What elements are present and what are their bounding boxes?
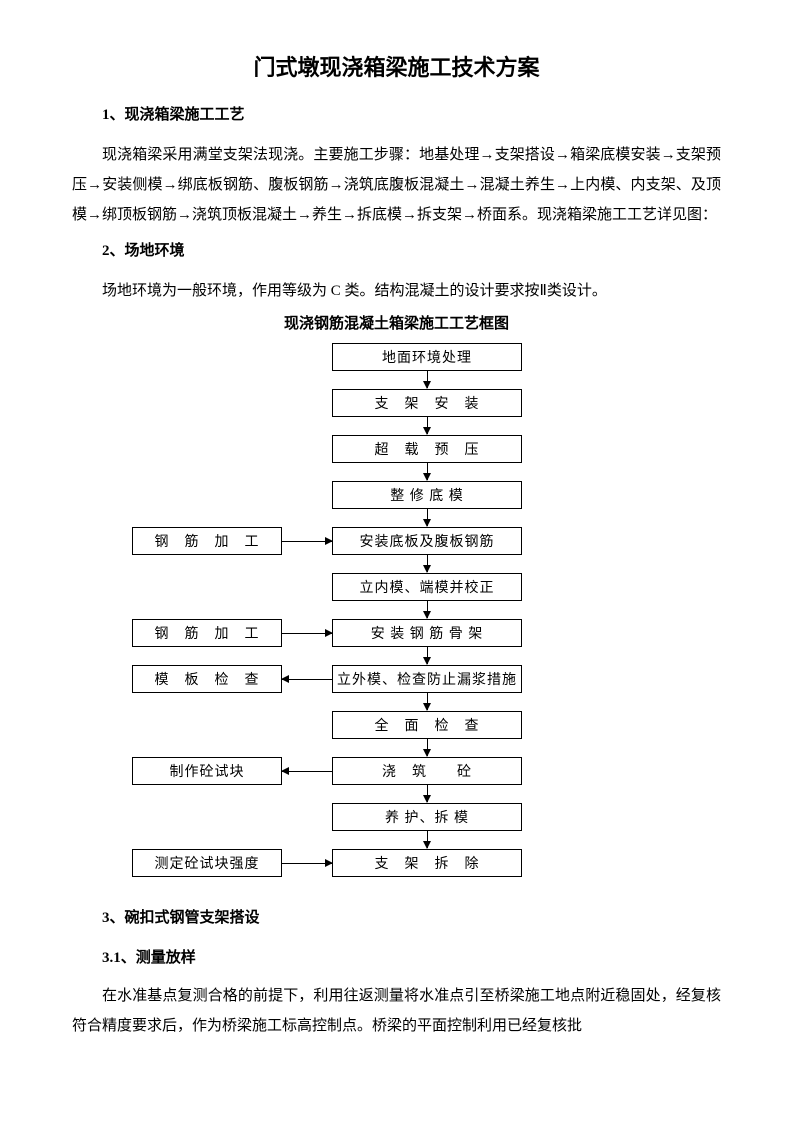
section-2-para: 场地环境为一般环境，作用等级为 C 类。结构混凝土的设计要求按Ⅱ类设计。 [72, 276, 721, 306]
flow-arrow-down [427, 693, 428, 710]
flow-main-box: 超 载 预 压 [332, 435, 522, 463]
flow-side-box: 钢 筋 加 工 [132, 527, 282, 555]
flow-main-box: 支 架 安 装 [332, 389, 522, 417]
flow-main-box: 立内模、端模并校正 [332, 573, 522, 601]
flow-side-box: 制作砼试块 [132, 757, 282, 785]
flow-main-box: 养 护、拆 模 [332, 803, 522, 831]
flowchart: 地面环境处理支 架 安 装超 载 预 压整 修 底 模安装底板及腹板钢筋立内模、… [72, 343, 721, 903]
flow-arrow-left [282, 679, 332, 680]
flow-arrow-down [427, 647, 428, 664]
flow-arrow-left [282, 771, 332, 772]
flow-arrow-down [427, 785, 428, 802]
diagram-title: 现浇钢筋混凝土箱梁施工工艺框图 [72, 312, 721, 333]
section-31-heading: 3.1、测量放样 [72, 943, 721, 973]
flow-arrow-right [282, 633, 332, 634]
flow-main-box: 安 装 钢 筋 骨 架 [332, 619, 522, 647]
doc-title: 门式墩现浇箱梁施工技术方案 [72, 50, 721, 82]
flow-side-box: 测定砼试块强度 [132, 849, 282, 877]
flow-main-box: 安装底板及腹板钢筋 [332, 527, 522, 555]
flow-arrow-down [427, 601, 428, 618]
flow-arrow-down [427, 831, 428, 848]
section-1-heading: 1、现浇箱梁施工工艺 [72, 100, 721, 130]
flow-main-box: 浇 筑 砼 [332, 757, 522, 785]
flow-side-box: 钢 筋 加 工 [132, 619, 282, 647]
flow-arrow-down [427, 417, 428, 434]
flow-main-box: 支 架 拆 除 [332, 849, 522, 877]
flow-arrow-right [282, 541, 332, 542]
flow-arrow-down [427, 509, 428, 526]
flow-arrow-down [427, 463, 428, 480]
flow-arrow-down [427, 739, 428, 756]
section-2-heading: 2、场地环境 [72, 236, 721, 266]
flow-arrow-down [427, 371, 428, 388]
flow-side-box: 模 板 检 查 [132, 665, 282, 693]
flow-arrow-down [427, 555, 428, 572]
section-3-heading: 3、碗扣式钢管支架搭设 [72, 903, 721, 933]
flow-main-box: 立外模、检查防止漏浆措施 [332, 665, 522, 693]
section-1-para: 现浇箱梁采用满堂支架法现浇。主要施工步骤：地基处理→支架搭设→箱梁底模安装→支架… [72, 140, 721, 230]
section-31-para: 在水准基点复测合格的前提下，利用往返测量将水准点引至桥梁施工地点附近稳固处，经复… [72, 981, 721, 1041]
flow-main-box: 地面环境处理 [332, 343, 522, 371]
flow-main-box: 整 修 底 模 [332, 481, 522, 509]
flow-main-box: 全 面 检 查 [332, 711, 522, 739]
flow-arrow-right [282, 863, 332, 864]
